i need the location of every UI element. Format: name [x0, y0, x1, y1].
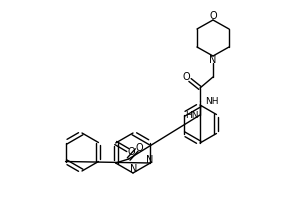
Text: O: O: [136, 143, 143, 153]
Text: NH: NH: [205, 97, 218, 106]
Text: O: O: [209, 11, 217, 21]
Text: N: N: [130, 164, 138, 174]
Text: HN: HN: [185, 112, 199, 120]
Text: N: N: [146, 155, 153, 165]
Text: N: N: [209, 55, 217, 65]
Text: O: O: [182, 72, 190, 82]
Text: O: O: [128, 147, 136, 157]
